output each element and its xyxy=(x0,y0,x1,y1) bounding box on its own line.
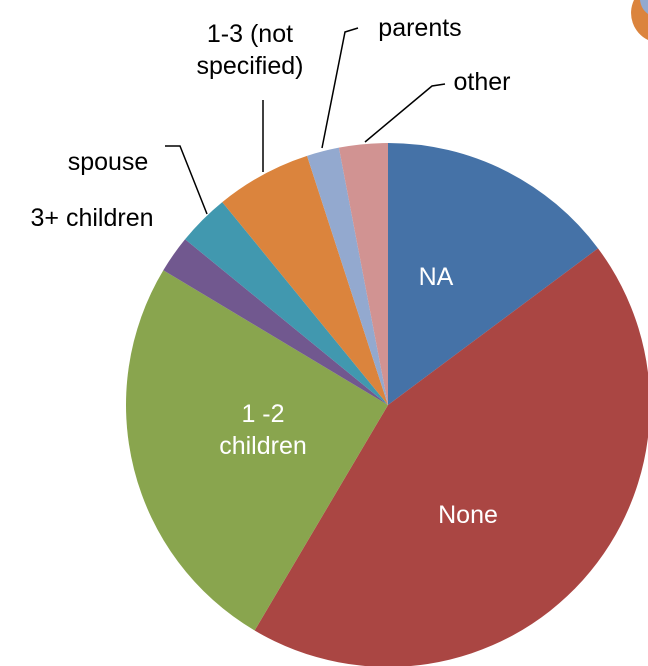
slice-label: 1 -2 children xyxy=(219,400,307,460)
pie-slice xyxy=(222,155,388,405)
slice-label: None xyxy=(438,501,498,529)
pie-slice xyxy=(388,143,599,405)
slice-label: parents xyxy=(378,14,462,42)
pie-slice xyxy=(163,239,388,405)
slice-label: spouse xyxy=(67,148,149,176)
pie-slice xyxy=(125,270,388,631)
leader-line xyxy=(364,83,446,143)
leader-line xyxy=(165,145,208,215)
slice-label: other xyxy=(453,68,511,96)
slice-label: 3+ children xyxy=(30,204,154,232)
pie-slice xyxy=(254,248,648,666)
slice-label: NA xyxy=(418,263,454,291)
partial-chart xyxy=(631,0,648,40)
pie-slice xyxy=(338,143,388,405)
pie-slice xyxy=(307,147,388,405)
pie-slice xyxy=(185,202,388,405)
leader-line xyxy=(321,27,359,149)
slice-label: 1-3 (not specified) xyxy=(196,20,304,80)
partial-chart xyxy=(634,0,648,14)
